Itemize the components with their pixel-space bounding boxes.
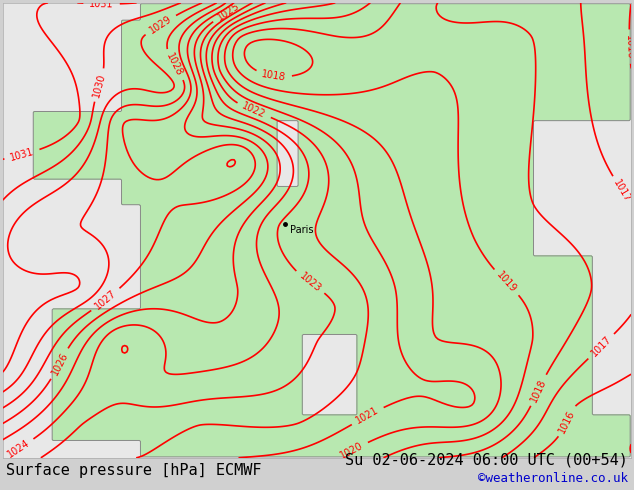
Text: 1018: 1018 <box>529 377 548 403</box>
Text: 1024: 1024 <box>5 438 31 460</box>
Text: 1030: 1030 <box>91 72 107 98</box>
Text: 1031: 1031 <box>9 147 35 163</box>
Text: Surface pressure [hPa] ECMWF: Surface pressure [hPa] ECMWF <box>6 463 262 478</box>
Text: 1016: 1016 <box>624 34 634 59</box>
Text: ©weatheronline.co.uk: ©weatheronline.co.uk <box>477 472 628 485</box>
Text: 1020: 1020 <box>339 441 365 461</box>
Text: 1021: 1021 <box>354 405 381 426</box>
Text: 1022: 1022 <box>241 101 268 120</box>
Text: 1018: 1018 <box>261 69 287 83</box>
Text: 1023: 1023 <box>297 270 323 294</box>
Text: 1016: 1016 <box>557 408 577 435</box>
Text: 1025: 1025 <box>216 1 242 23</box>
Text: 1017: 1017 <box>589 334 614 359</box>
Text: 1027: 1027 <box>93 288 119 312</box>
Text: Su 02-06-2024 06:00 UTC (00+54): Su 02-06-2024 06:00 UTC (00+54) <box>345 453 628 468</box>
Text: 1019: 1019 <box>495 270 519 295</box>
Text: 1017: 1017 <box>612 178 633 204</box>
Text: 1026: 1026 <box>49 350 70 377</box>
Text: 1031: 1031 <box>89 0 114 9</box>
Text: 1028: 1028 <box>164 51 184 78</box>
Text: Paris: Paris <box>290 225 314 235</box>
Text: 1029: 1029 <box>148 14 174 36</box>
